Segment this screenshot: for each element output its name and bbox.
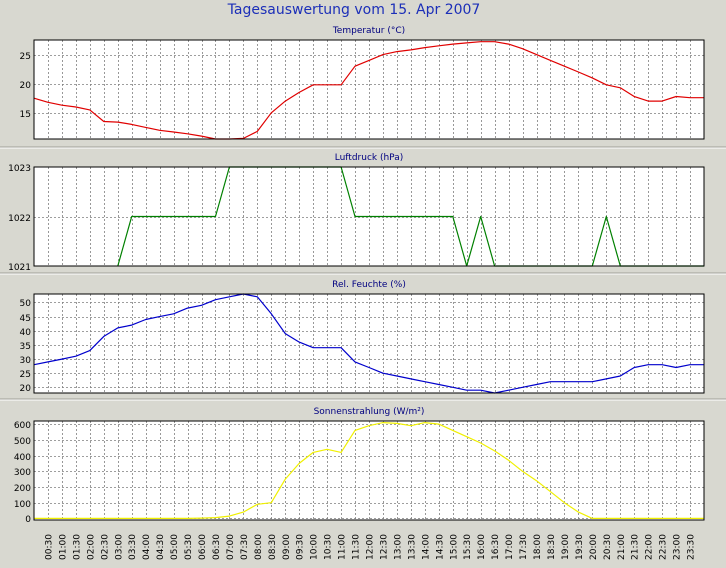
y-tick-label: 35	[20, 342, 31, 352]
x-tick-label: 16:30	[491, 534, 501, 560]
x-tick-label: 03:30	[128, 534, 138, 560]
x-tick-label: 11:30	[352, 534, 362, 560]
panel-title: Sonnenstrahlung (W/m²)	[314, 407, 425, 417]
series-line	[33, 293, 704, 394]
y-tick-label: 600	[14, 421, 31, 431]
x-tick-label: 10:00	[310, 534, 320, 560]
y-tick-label: 40	[20, 328, 32, 338]
panel-title: Rel. Feuchte (%)	[332, 280, 406, 290]
plot-border	[33, 420, 705, 521]
chart-panel-1: Temperatur (°C) 15 20 25	[0, 26, 726, 149]
series-line	[117, 166, 704, 267]
plot-area	[33, 420, 705, 521]
x-tick-label: 12:00	[366, 534, 376, 560]
y-tick-label: 20	[20, 384, 32, 394]
y-tick-label: 300	[14, 468, 31, 478]
x-tick-label: 01:30	[72, 534, 82, 560]
x-tick-label: 04:30	[156, 534, 166, 560]
series-line	[33, 41, 704, 140]
x-tick-label: 20:30	[603, 534, 613, 560]
x-tick-label: 19:30	[575, 534, 585, 560]
x-tick-label: 20:00	[589, 534, 599, 560]
chart-panel-4: Sonnenstrahlung (W/m²) 0 100 200 300 400 500 60…	[14, 407, 705, 525]
chart-panel-3: Rel. Feuchte (%) 20 25 30 35 40 45 50	[0, 280, 726, 401]
y-tick-label: 1022	[8, 214, 31, 224]
x-tick-label: 17:00	[505, 534, 515, 560]
plot-border	[33, 293, 705, 394]
x-tick-label: 22:30	[659, 534, 669, 560]
x-tick-label: 07:30	[240, 534, 250, 560]
x-tick-label: 10:30	[324, 534, 334, 560]
y-tick-label: 400	[14, 453, 31, 463]
y-tick-label: 500	[14, 437, 31, 447]
x-tick-label: 08:30	[268, 534, 278, 560]
plot-area	[33, 293, 705, 394]
x-tick-label: 06:00	[198, 534, 208, 560]
x-tick-label: 11:00	[338, 534, 348, 560]
x-axis-labels: 00:30 01:00 01:30 02:00 02:30 03:00 03:30 04:00…	[44, 534, 696, 560]
x-tick-label: 22:00	[645, 534, 655, 560]
page-title: Tagesauswertung vom 15. Apr 2007	[227, 2, 481, 18]
x-tick-label: 05:00	[170, 534, 180, 560]
y-tick-label: 0	[25, 515, 31, 525]
plot-border	[33, 39, 705, 140]
y-tick-label: 1021	[8, 263, 31, 273]
y-tick-label: 30	[20, 356, 32, 366]
x-tick-label: 07:00	[226, 534, 236, 560]
y-tick-label: 25	[20, 52, 31, 62]
y-tick-label: 45	[20, 314, 31, 324]
x-tick-label: 15:00	[449, 534, 459, 560]
x-tick-label: 16:00	[477, 534, 487, 560]
chart-panel-2: Luftdruck (hPa) 1021 1022 1023	[0, 153, 726, 275]
y-tick-label: 20	[20, 81, 32, 91]
x-tick-label: 12:30	[379, 534, 389, 560]
x-tick-label: 09:30	[296, 534, 306, 560]
x-tick-label: 17:30	[519, 534, 529, 560]
x-tick-label: 03:00	[114, 534, 124, 560]
x-tick-label: 02:00	[86, 534, 96, 560]
plot-area	[33, 39, 705, 140]
x-tick-label: 05:30	[184, 534, 194, 560]
x-tick-label: 23:00	[673, 534, 683, 560]
y-tick-label: 100	[14, 500, 31, 510]
x-tick-label: 01:00	[58, 534, 68, 560]
x-tick-label: 18:00	[533, 534, 543, 560]
y-tick-label: 1023	[8, 164, 31, 174]
x-tick-label: 13:00	[393, 534, 403, 560]
y-tick-label: 50	[20, 299, 32, 309]
x-tick-label: 02:30	[100, 534, 110, 560]
x-tick-label: 09:00	[282, 534, 292, 560]
x-tick-label: 21:30	[631, 534, 641, 560]
x-tick-label: 08:00	[254, 534, 264, 560]
y-tick-label: 15	[20, 110, 31, 120]
x-tick-label: 14:30	[435, 534, 445, 560]
x-tick-label: 00:30	[44, 534, 54, 560]
x-tick-label: 18:30	[547, 534, 557, 560]
x-tick-label: 14:00	[421, 534, 431, 560]
x-tick-label: 13:30	[407, 534, 417, 560]
x-tick-label: 21:00	[617, 534, 627, 560]
x-tick-label: 19:00	[561, 534, 571, 560]
x-tick-label: 06:30	[212, 534, 222, 560]
x-tick-label: 04:00	[142, 534, 152, 560]
series-line	[34, 422, 704, 520]
y-tick-label: 25	[20, 370, 31, 380]
chart-panels: Temperatur (°C) 15 20 25 Luftdruck (hPa) 1021…	[0, 26, 726, 560]
x-tick-label: 23:30	[687, 534, 697, 560]
panel-title: Temperatur (°C)	[332, 26, 405, 36]
y-tick-label: 200	[14, 484, 31, 494]
x-tick-label: 15:30	[463, 534, 473, 560]
plot-border	[33, 166, 705, 267]
panel-title: Luftdruck (hPa)	[335, 153, 404, 163]
